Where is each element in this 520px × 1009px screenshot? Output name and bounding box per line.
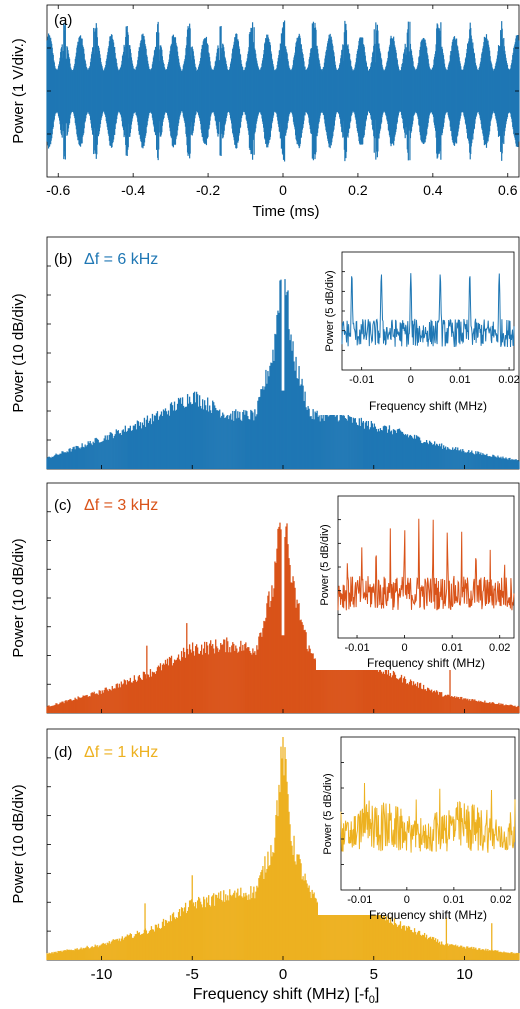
x-tick-label: 0 [279,182,287,198]
inset-trace-line [340,782,516,853]
panel-b-inset-ylabel: Power (5 dB/div) [324,270,336,351]
panel-d-xlabel: Frequency shift (MHz) [-f0] [193,986,380,1006]
panel-a-xlabel: Time (ms) [253,203,320,220]
x-tick-label: 5 [370,966,378,983]
panel-d-xlabel-bracket: ] [375,986,379,1003]
panel-d-xticks: -10 -5 0 5 10 [91,956,473,983]
panel-d-inset-xticks: -0.01 0 0.01 0.02 [341,762,512,906]
panel-c-ylabel: Power (10 dB/div) [10,538,27,657]
inset-x-tick-label: 0 [408,374,414,386]
panel-c-annotation: Δf = 3 kHz [84,497,158,514]
panel-d-annotation: Δf = 1 kHz [84,744,158,761]
panel-c-spectrum-trace [46,522,520,713]
panel-d-inset: -0.01 0 0.01 0.02 Frequency shift (MHz) Pow… [318,733,518,922]
inset-x-tick-label: 0.02 [498,374,519,386]
panel-b-label: (b) [54,251,72,268]
panel-c-inset-xlabel: Frequency shift (MHz) [367,656,485,670]
panel-d-spectrum: -10 -5 0 5 10 (d) Δf = 1 kHz Power (10 dB/di… [10,728,520,1006]
panel-c-label: (c) [54,497,72,514]
panel-b-spectrum-trace [46,279,520,469]
x-tick-label: 0 [279,966,287,983]
panel-d-inset-xlabel: Frequency shift (MHz) [369,908,487,922]
panel-a-yticks [47,47,519,135]
inset-x-tick-label: 0.02 [489,642,510,654]
panel-b-inset-trace [341,273,515,348]
panel-a-time-trace: -0.6 -0.4 -0.2 0 0.2 0.4 0.6 (a) Time (ms) Pow… [10,4,520,220]
panel-d-xlabel-subscript: 0 [369,994,375,1006]
panel-b-inset: -0.01 0 0.01 0.02 Frequency shift (MHz) Pow… [318,247,520,415]
x-tick-label: -0.6 [46,182,70,198]
panel-c-spectrum: (c) Δf = 3 kHz Power (10 dB/div) -0.01 0 0… [10,482,520,714]
x-tick-label: -0.4 [121,182,145,198]
inset-x-tick-label: -0.01 [347,894,372,906]
inset-x-tick-label: -0.01 [344,642,369,654]
panel-d-inset-ylabel: Power (5 dB/div) [322,773,334,854]
panel-c-inset-xticks: -0.01 0 0.01 0.02 [338,519,510,654]
inset-x-tick-label: 0.01 [443,894,464,906]
panel-c-yticks [47,511,51,685]
panel-c-xticks [101,709,465,713]
inset-x-tick-label: 0 [402,642,408,654]
panel-c-inset-trace [337,518,515,611]
x-tick-label: -0.2 [196,182,220,198]
x-tick-label: 0.4 [423,182,443,198]
inset-trace-line [341,273,515,348]
panel-d-ylabel: Power (10 dB/div) [10,784,27,903]
panel-c-inset: -0.01 0 0.01 0.02 Frequency shift (MHz) Pow… [316,492,518,670]
panel-d-label: (d) [54,744,72,761]
panel-b-annotation: Δf = 6 kHz [84,251,158,268]
panel-a-trace [46,20,520,162]
panel-b-yticks [47,265,51,441]
x-tick-label: 0.6 [498,182,518,198]
panel-a-ylabel: Power (1 V/div.) [10,38,27,144]
panel-d-spectrum-trace [46,737,520,960]
panel-a-label: (a) [54,12,72,29]
panel-c-inset-ylabel: Power (5 dB/div) [319,524,331,605]
inset-x-tick-label: 0.02 [490,894,511,906]
x-tick-label: 10 [456,966,473,983]
panel-b-inset-xlabel: Frequency shift (MHz) [369,399,487,413]
panel-b-inset-xticks: -0.01 0 0.01 0.02 [342,271,520,386]
panel-b-spectrum: (b) Δf = 6 kHz Power (10 dB/div) -0.01 0 0… [10,236,520,470]
panel-d-yticks [47,757,51,932]
inset-trace-line [337,518,515,611]
panel-b-ylabel: Power (10 dB/div) [10,293,27,412]
inset-x-tick-label: 0.01 [441,642,462,654]
inset-x-tick-label: 0.01 [449,374,470,386]
x-tick-label: -10 [91,966,113,983]
x-tick-label: -5 [186,966,199,983]
panel-d-inset-trace [340,782,516,853]
panel-b-xticks [101,465,465,469]
inset-x-tick-label: -0.01 [349,374,374,386]
inset-x-tick-label: 0 [404,894,410,906]
x-tick-label: 0.2 [348,182,368,198]
panel-a-xticks: -0.6 -0.4 -0.2 0 0.2 0.4 0.6 [46,5,518,198]
